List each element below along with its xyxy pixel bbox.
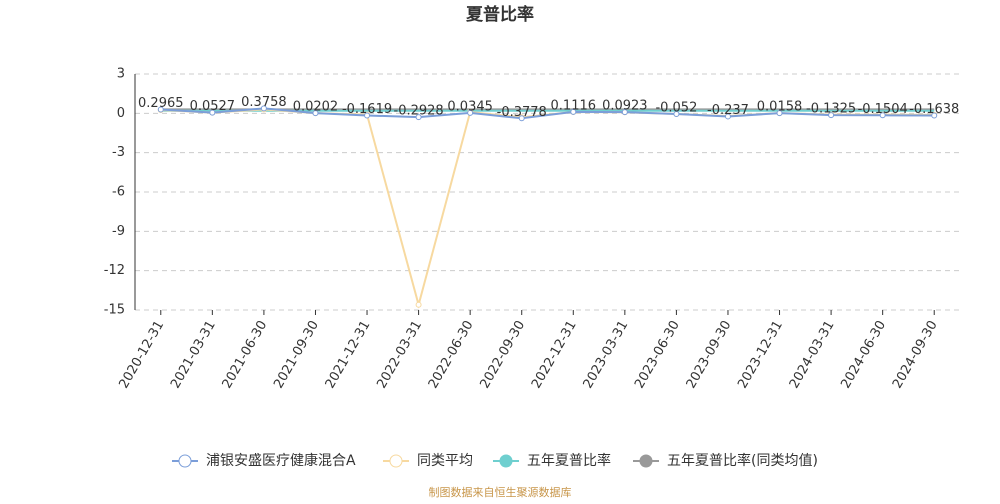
y-tick-label: -15	[104, 303, 125, 318]
point	[724, 113, 731, 120]
data-label: -0.3778	[497, 105, 547, 120]
data-label: -0.1638	[909, 102, 959, 117]
x-tick-label: 2024-06-30	[838, 318, 889, 391]
point	[364, 112, 371, 119]
x-tick-label: 2023-03-31	[581, 318, 632, 391]
point	[518, 115, 525, 122]
x-tick-label: 2022-06-30	[426, 318, 477, 391]
x-tick-label: 2021-12-31	[323, 318, 374, 391]
point	[260, 105, 267, 112]
point	[415, 301, 422, 308]
legend-label: 浦银安盛医疗健康混合A	[206, 452, 356, 469]
data-label: 0.0923	[602, 99, 648, 114]
x-tick-label: 2023-09-30	[684, 318, 735, 391]
series-line	[160, 108, 935, 309]
point	[828, 112, 835, 119]
legend-marker	[178, 454, 192, 468]
chart-title: 夏普比率	[466, 4, 534, 25]
legend-marker	[499, 454, 513, 468]
x-tick-label: 2022-09-30	[477, 318, 528, 391]
y-tick-label: -12	[104, 263, 125, 278]
data-label: 0.3758	[241, 95, 287, 110]
x-tick-label: 2024-09-30	[890, 318, 941, 391]
data-label: -0.1504	[858, 102, 908, 117]
legend-label: 五年夏普比率(同类均值)	[667, 452, 818, 469]
data-label: -0.1325	[806, 102, 856, 117]
legend-marker	[639, 454, 653, 468]
data-label: 0.1116	[551, 98, 597, 113]
point	[673, 111, 680, 118]
data-label: 0.0202	[293, 100, 339, 115]
x-tick-label: 2021-09-30	[271, 318, 322, 391]
data-label: -0.237	[707, 103, 749, 118]
footer: 制图数据来自恒生聚源数据库	[429, 485, 572, 499]
y-tick-label: -6	[112, 185, 125, 200]
x-tick-label: 2023-12-31	[735, 318, 786, 391]
point	[312, 110, 319, 117]
point	[776, 110, 783, 117]
x-tick-label: 2021-06-30	[220, 318, 271, 391]
y-tick-label: -9	[112, 224, 125, 239]
point	[931, 112, 938, 119]
legend-marker	[389, 454, 403, 468]
data-label: 0.0345	[447, 99, 493, 114]
y-tick-label: 3	[117, 67, 125, 82]
data-label: -0.052	[655, 101, 697, 116]
point	[570, 108, 577, 115]
data-label: -0.2928	[394, 104, 444, 119]
y-tick-label: 0	[117, 106, 125, 121]
legend-label: 同类平均	[417, 453, 473, 469]
x-tick-label: 2022-12-31	[529, 318, 580, 391]
point	[467, 109, 474, 116]
point	[157, 106, 164, 113]
point	[879, 112, 886, 119]
data-label: -0.1619	[342, 102, 392, 117]
x-tick-label: 2022-03-31	[374, 318, 425, 391]
x-tick-label: 2024-03-31	[787, 318, 838, 391]
data-label: 0.0158	[757, 100, 803, 115]
x-tick-label: 2023-06-30	[632, 318, 683, 391]
y-tick-label: -3	[112, 145, 125, 160]
x-tick-label: 2020-12-31	[117, 318, 168, 391]
series-line	[160, 107, 935, 120]
point	[621, 109, 628, 116]
point	[415, 114, 422, 121]
point	[209, 109, 216, 116]
x-tick-label: 2021-03-31	[168, 318, 219, 391]
data-label: 0.2965	[138, 96, 184, 111]
data-label: 0.0527	[190, 99, 236, 114]
legend-label: 五年夏普比率	[527, 452, 611, 469]
